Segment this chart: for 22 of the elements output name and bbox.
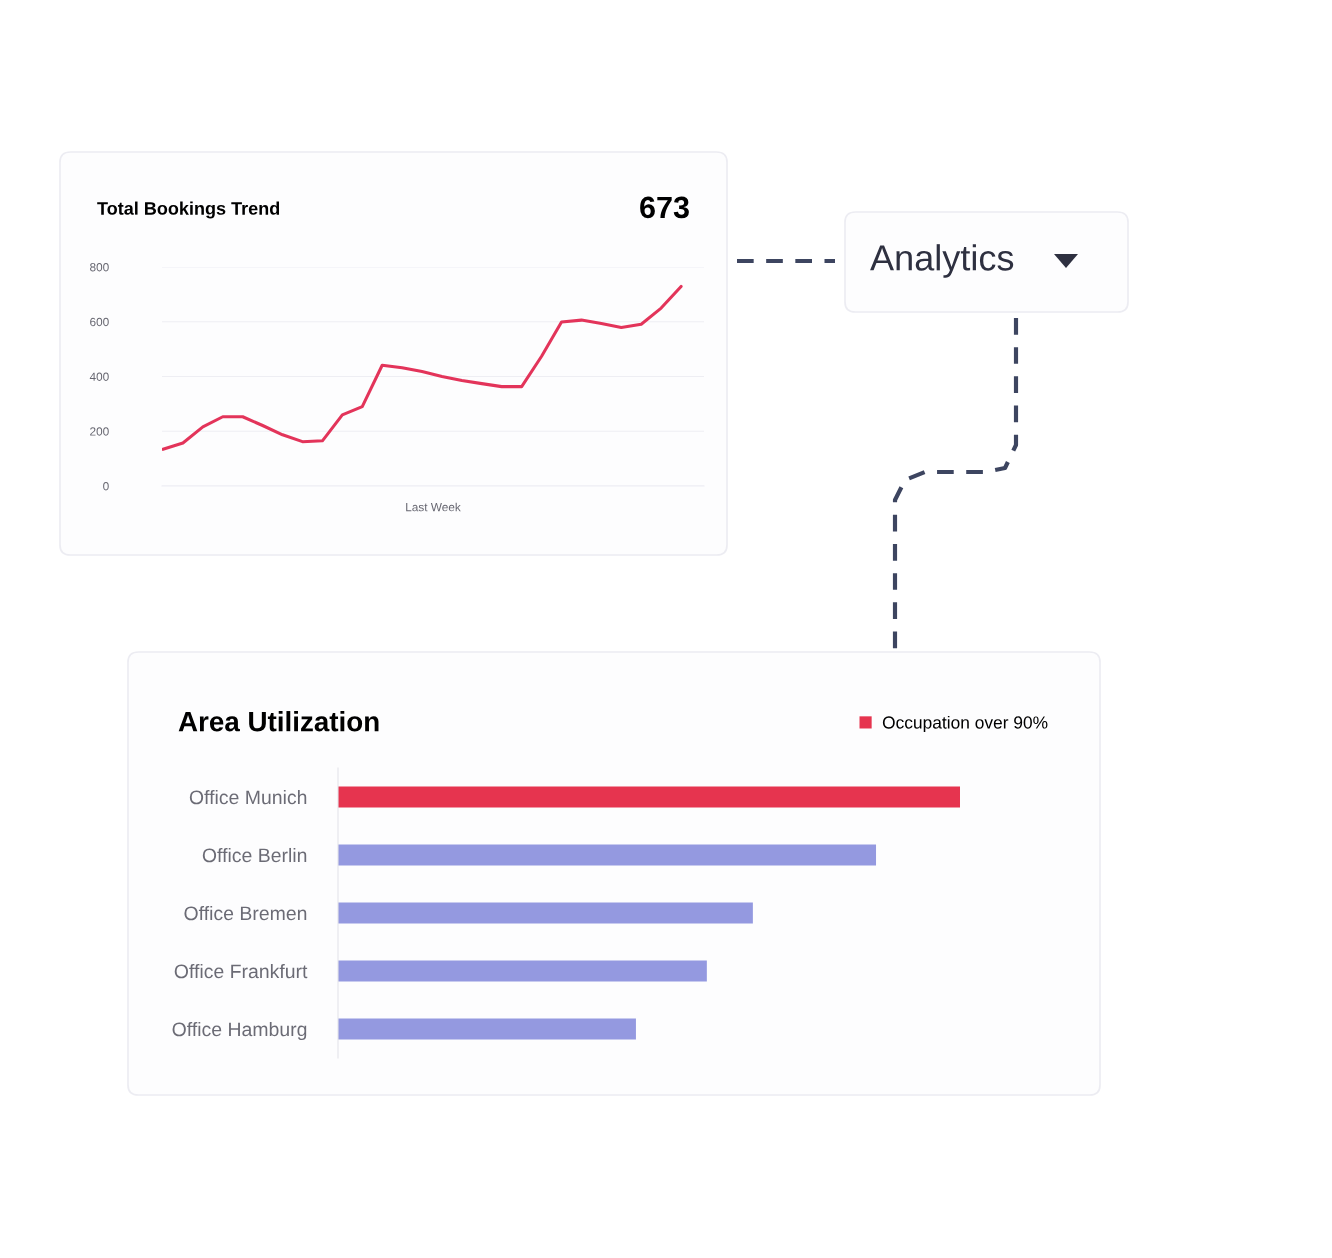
bar	[338, 902, 753, 924]
chart-title: Area Utilization	[178, 711, 379, 732]
text: 673	[640, 196, 689, 219]
line-series	[162, 284, 683, 451]
bar	[338, 1018, 636, 1040]
y-tick-label: 400	[89, 372, 109, 381]
y-tick-label: 800	[90, 263, 109, 272]
y-tick-label: Office Berlin	[202, 847, 307, 863]
x-axis-title: Last Week	[406, 502, 461, 512]
legend-label: Occupation over 90%	[882, 715, 1048, 733]
chart-title: Total Bookings Trend	[97, 201, 280, 219]
y-tick-label: 0	[103, 482, 109, 491]
y-tick-label: Office Munich	[189, 789, 307, 805]
text: Analytics	[870, 244, 1014, 278]
y-tick-label: Office Bremen	[184, 905, 307, 921]
bar	[338, 786, 960, 808]
y-tick-label: 200	[90, 427, 109, 436]
bar	[338, 844, 877, 866]
y-tick-label: 600	[90, 317, 109, 327]
y-tick-label: Office Hamburg	[172, 1021, 307, 1041]
bar	[338, 960, 707, 982]
y-tick-label: Office Frankfurt	[174, 963, 308, 979]
